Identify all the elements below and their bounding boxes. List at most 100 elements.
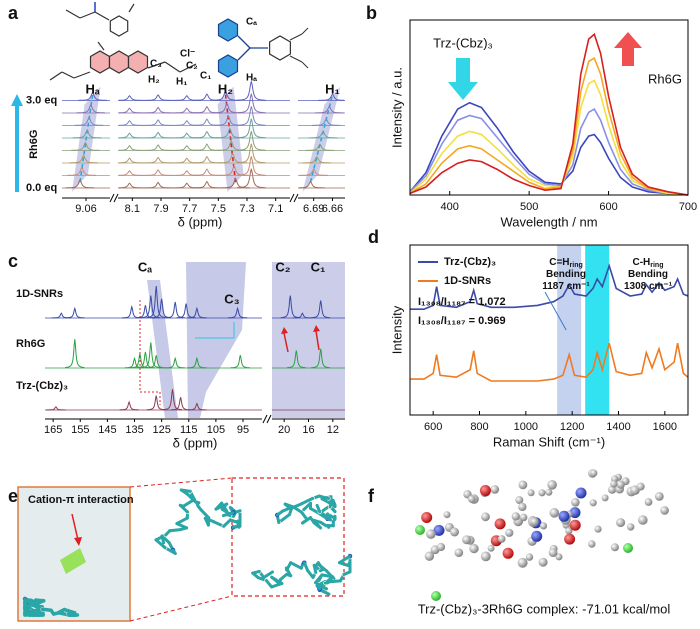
atom [571, 498, 580, 507]
atom [608, 485, 617, 494]
atom [588, 540, 596, 548]
atom [545, 488, 553, 496]
shade [147, 280, 178, 418]
ring [89, 50, 111, 74]
atom [527, 489, 535, 497]
peak [192, 180, 222, 189]
peak [172, 182, 202, 189]
stick [328, 579, 342, 584]
peak [46, 406, 66, 411]
atom [644, 498, 653, 506]
bond [79, 11, 96, 19]
plot-frame [409, 244, 689, 416]
peak [187, 402, 207, 411]
peak-label: Cₐ [138, 259, 152, 274]
atom [480, 551, 491, 562]
peak [192, 105, 222, 114]
peak [143, 156, 173, 164]
peak [192, 143, 222, 151]
peak [192, 155, 222, 164]
x-tick-label: 800 [470, 421, 488, 433]
arrow [315, 330, 320, 351]
atom [616, 518, 626, 528]
atom [654, 492, 664, 501]
band-label-text: Bending [628, 269, 668, 280]
atom [519, 513, 528, 522]
atom [590, 469, 598, 477]
bond [49, 71, 63, 81]
bond [179, 63, 197, 73]
peak [311, 348, 331, 369]
peak [65, 178, 95, 189]
arrow-head [74, 537, 82, 546]
structure-label: H₁ [176, 77, 187, 88]
trace-label: 0.0 eq [26, 182, 57, 194]
peak [236, 131, 266, 151]
atom [426, 529, 436, 539]
peak [318, 93, 345, 101]
shade [272, 262, 345, 418]
annotation: Trz-(Cbz)₃ [433, 35, 493, 50]
atom [505, 528, 514, 537]
peak [172, 169, 202, 176]
x-tick-label: 7.7 [182, 203, 197, 215]
bond [237, 47, 251, 61]
atom [415, 525, 425, 535]
arrow-head [281, 327, 288, 334]
peak [219, 164, 249, 176]
peak [305, 143, 335, 151]
atom [547, 480, 557, 490]
peak [118, 144, 144, 151]
spectrum [410, 263, 689, 310]
peak [172, 157, 202, 164]
peak [67, 166, 97, 176]
peak [65, 339, 85, 369]
peak [118, 169, 144, 176]
trace-name: 1D-SNRs [16, 288, 63, 300]
atom [490, 485, 500, 494]
structure-label: Cₐ [246, 17, 257, 28]
atom [660, 506, 669, 515]
peak [74, 116, 104, 126]
x-tick-label: 600 [599, 201, 617, 213]
ring [217, 54, 239, 78]
peak [143, 181, 173, 189]
legend-label: 1D-SNRs [444, 275, 491, 287]
peak [308, 130, 338, 139]
atom [530, 517, 539, 526]
peak [143, 119, 173, 126]
stick [314, 581, 328, 591]
band-label-sub: ring [570, 262, 583, 269]
band-label-sub: ring [650, 262, 663, 269]
arrow-up [614, 32, 642, 66]
x-tick-label: 6.69 [303, 203, 324, 215]
arrow [71, 513, 79, 541]
trace-name: Trz-(Cbz)₃ [16, 380, 68, 392]
peak [72, 128, 102, 139]
stick [55, 607, 67, 615]
peak [192, 118, 222, 126]
ring [127, 50, 149, 74]
peak [124, 356, 145, 369]
peak-label: H₂ [218, 81, 233, 96]
atom [454, 548, 464, 557]
peak [143, 94, 173, 101]
atom [616, 480, 625, 489]
structure-label: Cl⁻ [180, 49, 195, 60]
bond [301, 27, 309, 35]
band-label: Bending [546, 269, 586, 280]
panel-label: b [366, 3, 377, 23]
x-tick-label: 115 [180, 424, 198, 436]
peak [172, 132, 202, 139]
atom [436, 542, 446, 552]
peak [221, 177, 250, 189]
peak [78, 91, 107, 101]
annotation: Cation-π interaction [28, 494, 134, 506]
peak [236, 168, 266, 189]
atom [467, 495, 476, 503]
atom [462, 535, 472, 545]
stick [277, 513, 291, 524]
atom [575, 487, 587, 499]
peak [118, 157, 144, 164]
axis-break [293, 193, 299, 203]
